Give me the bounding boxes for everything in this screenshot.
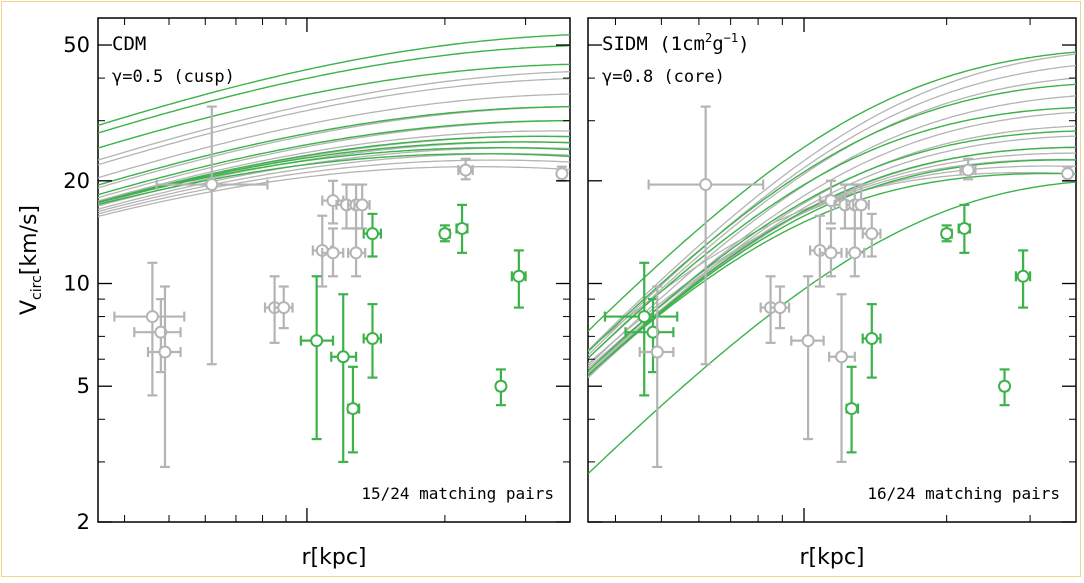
panel-cdm: CDM γ=0.5 (cusp) 15/24 matching pairs r[… bbox=[97, 17, 571, 570]
curve-gray bbox=[98, 166, 570, 218]
data-point-gray bbox=[647, 105, 765, 366]
data-point-gray bbox=[273, 285, 294, 330]
data-point-green bbox=[438, 224, 452, 243]
curve-green bbox=[98, 45, 570, 134]
data-point-green bbox=[494, 368, 508, 407]
data-point-gray bbox=[852, 183, 870, 230]
curve-gray bbox=[98, 93, 570, 179]
panel-sidm: SIDM (1cm2g−1) γ=0.8 (core) 16/24 matchi… bbox=[587, 17, 1077, 570]
data-points bbox=[603, 105, 1075, 469]
curve-green bbox=[98, 120, 570, 196]
curve-green bbox=[98, 105, 570, 186]
y-tick-label: 20 bbox=[63, 169, 90, 193]
data-point-green bbox=[362, 303, 382, 379]
y-tick-label: 2 bbox=[77, 510, 90, 534]
data-point-gray bbox=[457, 157, 474, 181]
curve-gray bbox=[98, 78, 570, 166]
data-point-gray bbox=[959, 157, 977, 181]
panel-sidm-box bbox=[587, 17, 1077, 523]
data-point-gray bbox=[146, 285, 182, 469]
data-point-gray bbox=[555, 165, 569, 182]
data-point-green bbox=[299, 275, 335, 441]
curve-gray bbox=[98, 159, 570, 215]
curve-green bbox=[98, 153, 570, 206]
curve-green bbox=[98, 141, 570, 204]
data-point-green bbox=[330, 293, 358, 464]
curve-green bbox=[588, 106, 1076, 359]
curve-gray bbox=[588, 77, 1076, 359]
panel-cdm-subtitle: γ=0.5 (cusp) bbox=[112, 67, 235, 87]
data-point-gray bbox=[818, 179, 843, 225]
panel-sidm-title: SIDM (1cm2g−1) bbox=[602, 31, 750, 55]
data-point-gray bbox=[638, 285, 675, 469]
data-point-green bbox=[362, 212, 382, 258]
data-point-gray bbox=[861, 212, 882, 258]
y-tick-label: 10 bbox=[63, 272, 90, 296]
data-point-green bbox=[957, 203, 972, 254]
panel-cdm-x-label: r[kpc] bbox=[301, 545, 366, 570]
panel-cdm-annotation: 15/24 matching pairs bbox=[361, 484, 554, 503]
data-point-green bbox=[346, 365, 361, 454]
curve-gray bbox=[98, 71, 570, 161]
y-tick-label: 50 bbox=[63, 33, 90, 57]
data-point-green bbox=[1014, 249, 1032, 309]
curve-gray bbox=[588, 64, 1076, 356]
y-tick-label: 5 bbox=[77, 374, 90, 398]
data-point-green bbox=[455, 203, 469, 254]
panel-sidm-subtitle: γ=0.8 (core) bbox=[602, 67, 725, 87]
data-point-gray bbox=[347, 227, 367, 278]
data-point-gray bbox=[769, 285, 791, 330]
panel-sidm-x-label: r[kpc] bbox=[799, 545, 864, 570]
data-point-gray bbox=[133, 298, 182, 374]
y-axis-label: Vcirc[km/s] bbox=[17, 205, 45, 315]
curve-green bbox=[98, 135, 570, 203]
data-point-green bbox=[861, 303, 882, 379]
curve-gray bbox=[588, 53, 1076, 351]
data-point-gray bbox=[1061, 165, 1075, 182]
curve-green bbox=[588, 51, 1076, 332]
data-point-green bbox=[510, 249, 527, 309]
data-point-gray bbox=[845, 227, 866, 278]
curve-green bbox=[588, 83, 1076, 353]
panel-cdm-box bbox=[97, 17, 571, 523]
data-point-gray bbox=[113, 261, 186, 397]
rotation-curves bbox=[98, 34, 570, 218]
data-point-gray bbox=[155, 105, 269, 366]
data-point-gray bbox=[790, 275, 825, 441]
curve-green bbox=[98, 63, 570, 149]
data-point-gray bbox=[321, 227, 345, 278]
data-points bbox=[113, 105, 569, 469]
data-point-gray bbox=[818, 227, 843, 278]
data-point-green bbox=[998, 368, 1012, 407]
data-point-gray bbox=[828, 293, 856, 464]
curve-green bbox=[98, 34, 570, 127]
data-point-green bbox=[940, 224, 954, 243]
curve-gray bbox=[98, 130, 570, 202]
panel-cdm-title: CDM bbox=[112, 33, 146, 55]
panel-sidm-annotation: 16/24 matching pairs bbox=[867, 484, 1060, 503]
data-point-green bbox=[603, 261, 679, 397]
curve-green bbox=[588, 181, 1076, 475]
data-point-gray bbox=[321, 179, 345, 225]
data-point-green bbox=[845, 365, 860, 454]
data-point-gray bbox=[353, 183, 371, 230]
